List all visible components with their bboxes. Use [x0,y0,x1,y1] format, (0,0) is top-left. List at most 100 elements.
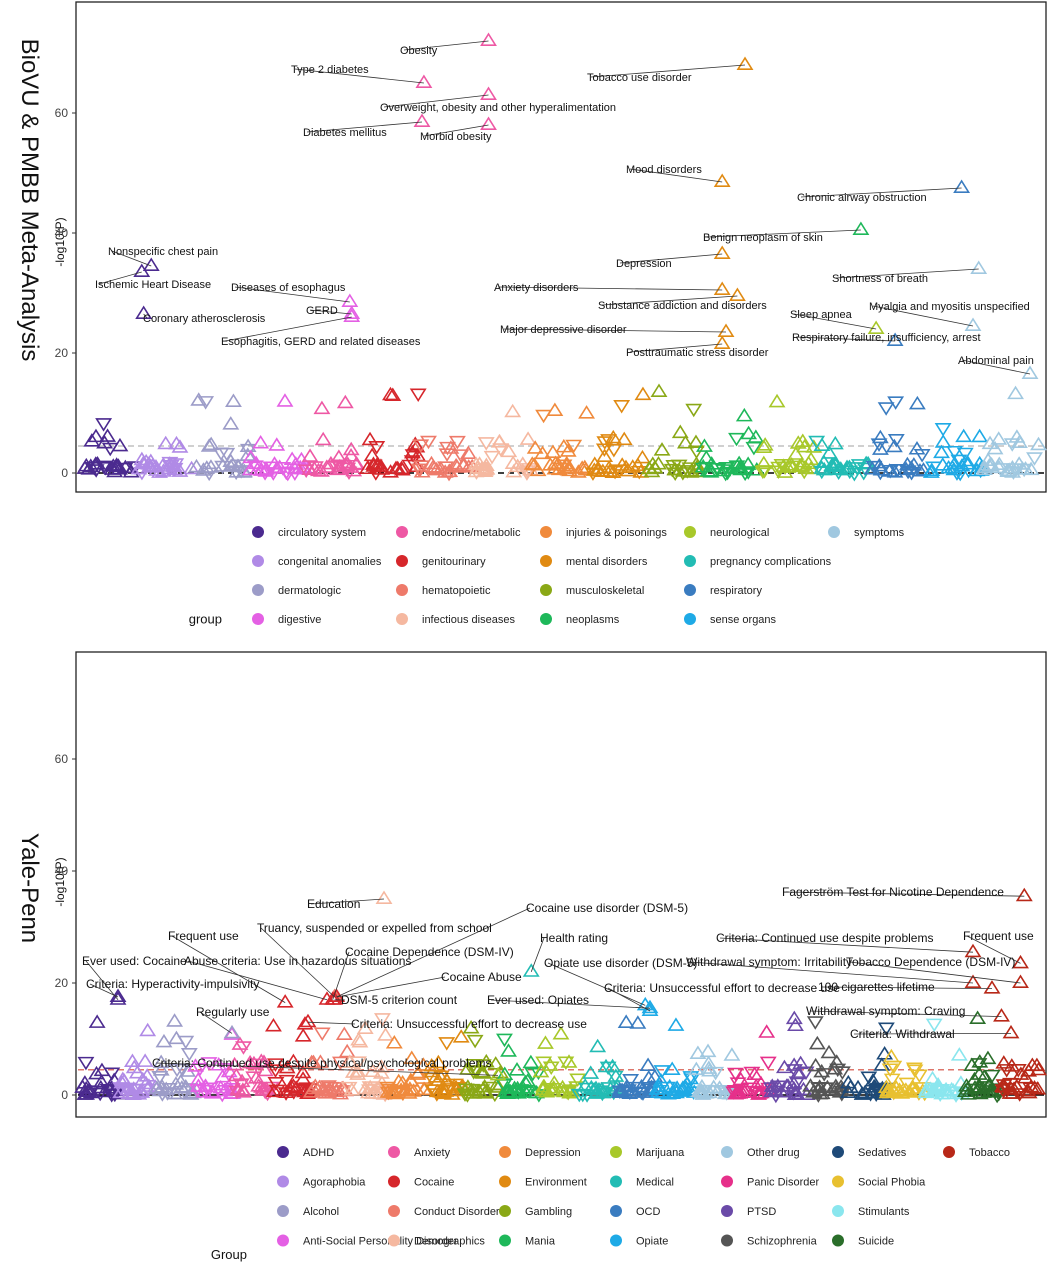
data-point [887,434,905,448]
data-point [214,1069,232,1083]
data-point [876,1046,894,1060]
data-point [76,460,94,474]
data-point [1017,1069,1034,1084]
data-point [699,463,717,477]
data-point [88,1065,105,1080]
data-point [747,429,765,443]
data-point [373,1059,390,1073]
data-point [900,1084,918,1098]
data-point [981,435,999,450]
annotation-label: Ischemic Heart Disease [95,279,211,291]
data-point [480,86,497,100]
data-point [823,457,841,472]
data-point [339,456,357,470]
legend-label: congenital anomalies [278,556,382,568]
data-point [813,465,831,480]
data-point [999,463,1017,478]
data-point [852,221,870,235]
annotation-leader [785,891,1025,897]
data-point [239,447,257,461]
annotation-label: Obesity [400,45,438,57]
annotation-leader [332,951,350,1000]
data-point [202,459,220,473]
data-point [595,443,613,457]
annotation-leader [260,927,335,998]
data-point [613,400,631,414]
data-point [365,459,383,474]
data-point [719,466,737,481]
legend-swatch [721,1175,733,1188]
data-point [709,463,727,477]
data-point [356,1020,374,1035]
data-point [604,429,622,444]
legend-label: neurological [710,527,769,539]
data-point [475,1065,493,1079]
data-point [541,457,559,471]
annotation-leader [607,987,651,1012]
data-point [393,460,410,475]
annotation-leader [689,961,974,984]
legend-swatch [721,1234,733,1247]
annotation-leader [98,271,142,285]
data-point [639,1057,657,1071]
data-point [807,1057,825,1072]
data-point [535,1078,553,1093]
data-point [428,1088,446,1102]
annotation-label: Criteria: Unsuccessful effort to decreas… [351,1017,587,1031]
legend-label: Opiate [636,1236,668,1248]
data-point [343,305,361,320]
plot-frame-yale [75,651,1047,1118]
data-point [732,1071,750,1086]
data-point [462,1019,480,1034]
data-point [526,440,544,454]
data-point [596,448,614,463]
data-point [557,1056,575,1071]
data-point [136,1053,154,1067]
annotation-leader [383,94,489,108]
legend-label: Anxiety [414,1147,451,1159]
annotation-leader [706,229,861,238]
data-point [93,1074,110,1088]
data-point [886,332,904,347]
data-point [582,1065,600,1079]
data-point [151,1071,169,1085]
data-point [993,1008,1010,1022]
legend-biovu: group circulatory system congenital anomal… [189,526,905,627]
annotation-leader [309,309,352,315]
data-point [694,1086,712,1100]
legend-swatch [499,1234,511,1247]
data-point [277,1084,295,1099]
legend-label: Schizophrenia [747,1236,818,1248]
legend-swatch [499,1175,511,1188]
data-point [905,1080,922,1095]
annotation-label: Coronary atherosclerosis [143,313,266,325]
data-point [99,428,117,442]
data-point [139,1022,157,1037]
data-point [611,464,628,478]
data-point [379,1086,397,1101]
data-point [963,1057,981,1071]
annotation-leader [590,64,746,78]
data-point [268,460,286,474]
data-point [976,459,993,474]
data-point [671,424,689,439]
legend-label: Environment [525,1177,587,1189]
data-point [789,435,807,449]
data-point [633,449,651,464]
data-point [88,1014,106,1028]
data-point [687,434,705,449]
data-point [964,317,982,332]
annotation-label: Abdominal pain [958,355,1034,367]
annotation-leader [795,336,896,342]
legend-swatch [684,613,696,625]
data-point [377,1027,394,1041]
data-point [500,1043,517,1057]
data-point [436,464,454,478]
data-point [429,1054,447,1069]
data-point [413,460,431,474]
data-point [212,447,230,461]
data-point [653,442,671,456]
data-point [535,409,553,424]
data-point [390,1073,408,1088]
annotation-label: Criteria: Continued use despite physical… [152,1056,492,1070]
